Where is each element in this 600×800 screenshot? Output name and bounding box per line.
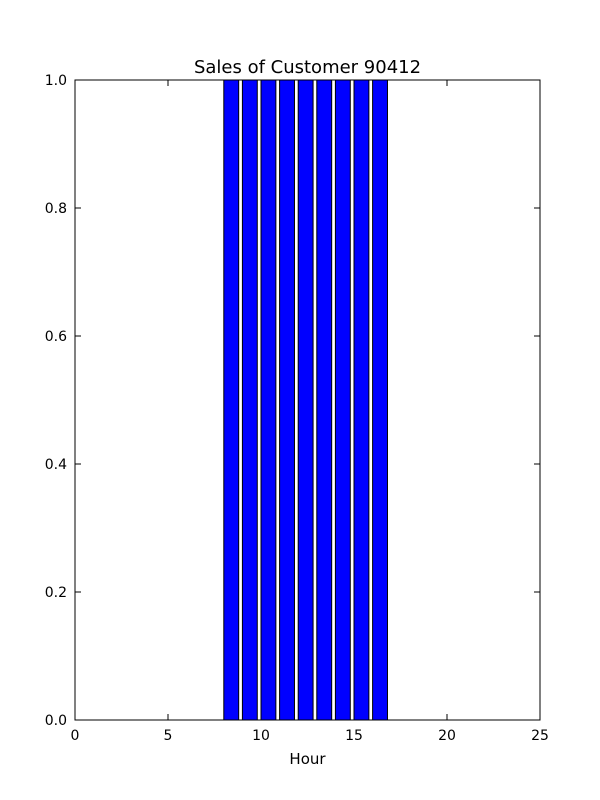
y-tick-label: 0.0: [45, 713, 67, 729]
y-tick-label: 1.0: [45, 73, 67, 89]
x-axis-ticks: 0 5 10 15 20 25: [71, 80, 549, 744]
y-tick-label: 0.4: [45, 457, 67, 473]
bars-group: [74, 79, 519, 721]
bar-hour-9: [241, 79, 258, 721]
x-tick-label: 10: [252, 728, 270, 744]
bar-hour-12: [297, 79, 314, 721]
bar-hour-8: [223, 79, 240, 721]
bar-hour-10: [260, 79, 277, 721]
x-tick-label: 0: [71, 728, 80, 744]
bar-hour-16: [372, 79, 388, 721]
y-tick-label: 0.8: [45, 201, 67, 217]
y-axis-ticks: 0.0 0.2 0.4 0.6 0.8 1.0: [45, 73, 540, 729]
x-tick-label: 15: [345, 728, 363, 744]
y-tick-label: 0.6: [45, 329, 67, 345]
bar-hour-11: [279, 79, 295, 721]
bar-hour-13: [316, 79, 333, 721]
x-axis-label: Hour: [289, 750, 326, 768]
y-tick-label: 0.2: [45, 585, 67, 601]
bar-hour-14: [334, 79, 351, 721]
x-tick-label: 25: [531, 728, 549, 744]
chart-title: Sales of Customer 90412: [194, 57, 421, 78]
bar-hour-15: [353, 79, 370, 721]
plot-area-frame: [74, 79, 541, 721]
x-tick-label: 20: [438, 728, 456, 744]
x-tick-label: 5: [164, 728, 173, 744]
